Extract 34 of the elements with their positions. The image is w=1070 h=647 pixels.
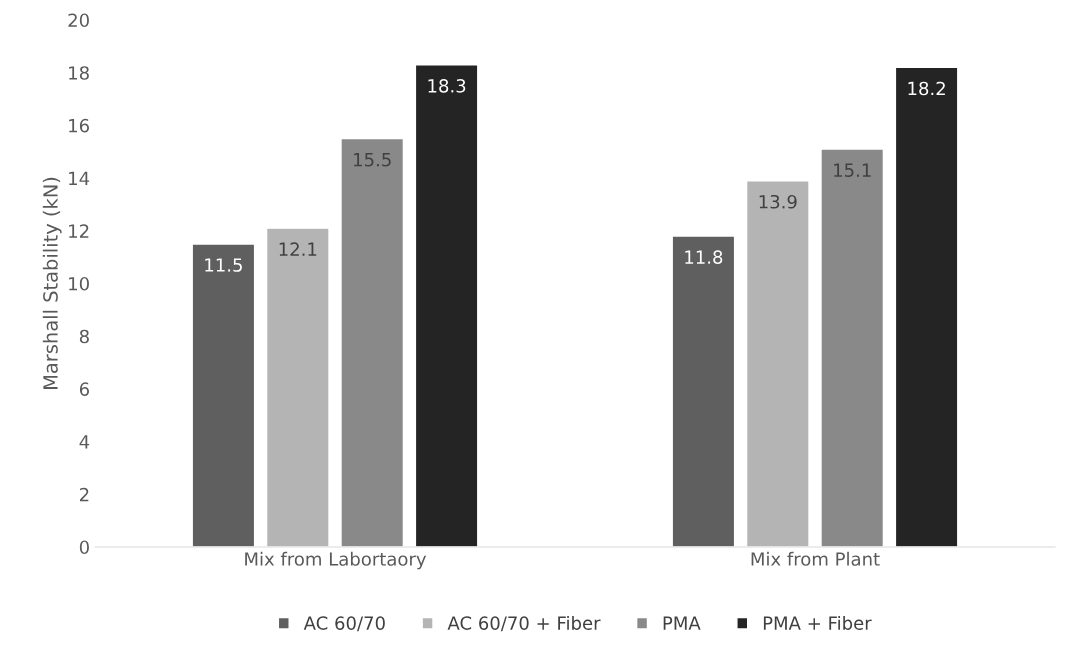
data-label: 18.3 bbox=[428, 79, 466, 93]
y-tick-label: 8 bbox=[79, 329, 89, 344]
legend-label: AC 60/70 + Fiber bbox=[447, 615, 601, 632]
x-tick-label: Mix from Labortaory bbox=[245, 551, 427, 570]
bar bbox=[414, 64, 479, 547]
bar bbox=[820, 148, 885, 547]
y-axis-title: Marshall Stability (kN) bbox=[42, 177, 62, 389]
y-tick-label: 12 bbox=[69, 224, 89, 238]
data-label: 11.5 bbox=[205, 258, 242, 272]
legend-label: PMA + Fiber bbox=[763, 615, 872, 630]
bar bbox=[265, 227, 330, 547]
y-tick-label: 16 bbox=[69, 118, 89, 133]
data-label: 13.9 bbox=[759, 194, 797, 209]
bar bbox=[191, 243, 256, 547]
y-tick-label: 18 bbox=[69, 66, 89, 80]
y-tick-label: 0 bbox=[79, 540, 89, 555]
legend-label: PMA bbox=[663, 616, 701, 630]
x-tick-label: Mix from Plant bbox=[751, 551, 880, 566]
data-label: 12.1 bbox=[279, 242, 317, 256]
data-label: 18.2 bbox=[908, 81, 945, 96]
data-label: 15.1 bbox=[834, 163, 871, 177]
data-label: 15.5 bbox=[354, 153, 391, 167]
bar bbox=[671, 235, 736, 547]
data-label: 11.8 bbox=[685, 250, 723, 264]
bar bbox=[894, 66, 959, 547]
bar bbox=[340, 137, 405, 547]
y-tick-label: 20 bbox=[68, 13, 89, 28]
y-tick-label: 10 bbox=[69, 276, 89, 291]
y-tick-label: 14 bbox=[69, 171, 90, 185]
y-tick-label: 6 bbox=[79, 382, 89, 397]
bar bbox=[745, 180, 810, 547]
y-tick-label: 2 bbox=[79, 487, 89, 502]
y-tick-label: 4 bbox=[79, 435, 90, 449]
legend-label: AC 60/70 bbox=[303, 616, 385, 632]
